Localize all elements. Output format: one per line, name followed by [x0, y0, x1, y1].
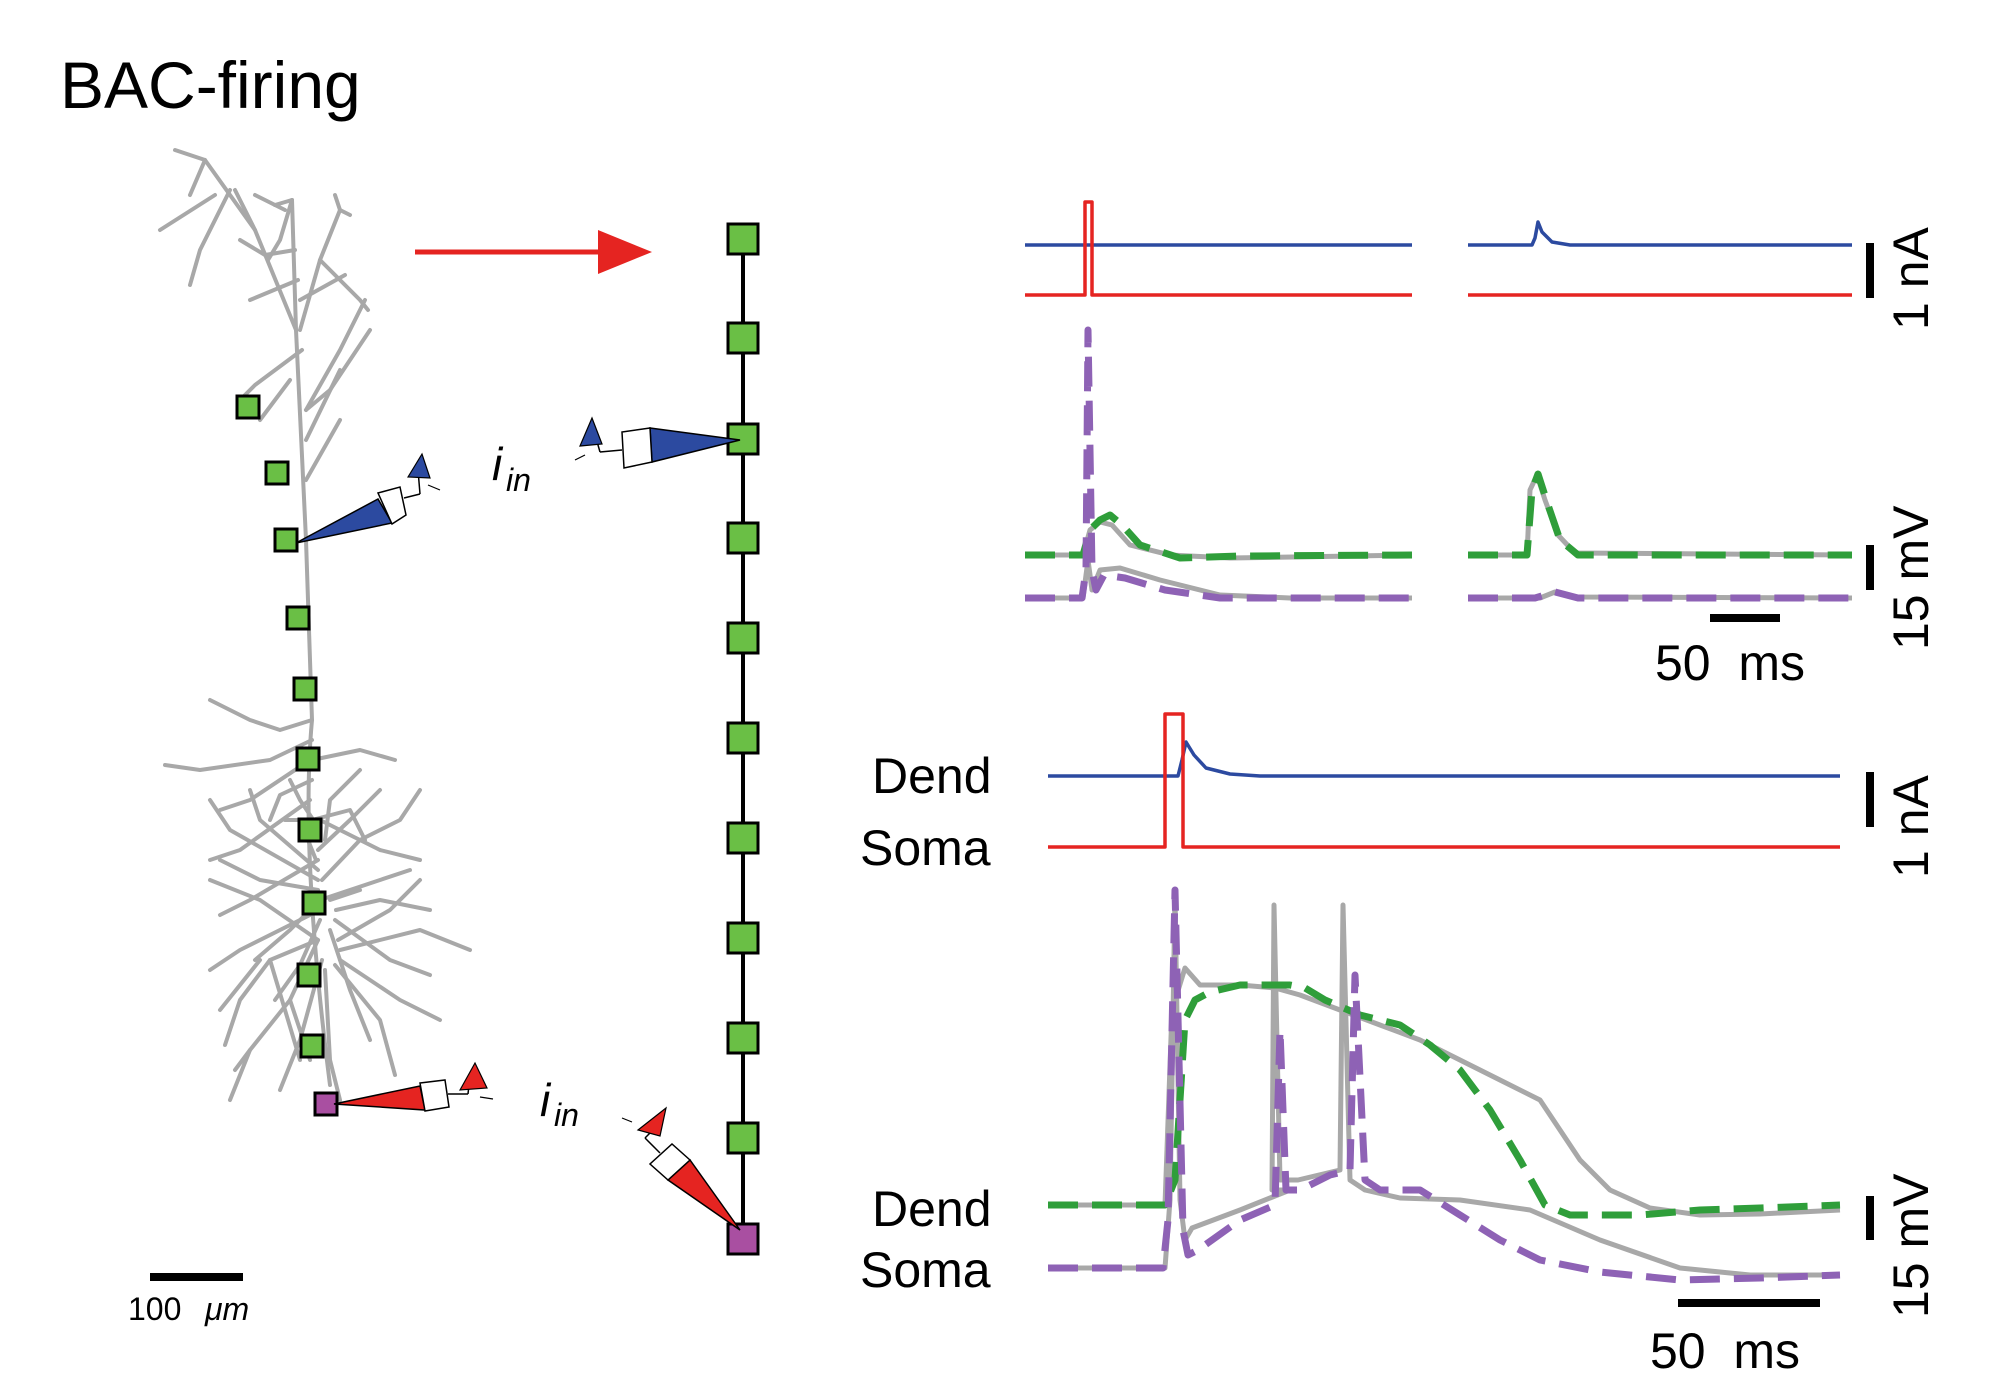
reduced-soma-voltage-left [1025, 326, 1412, 602]
soma-electrode-reduced [621, 1106, 741, 1231]
soma-compartment-marker [313, 1091, 339, 1117]
dend-current-trace-right [1468, 220, 1852, 247]
compartment-marker [297, 817, 323, 843]
soma-input-symbol: i [540, 1074, 552, 1126]
dend-input-subscript: in [506, 462, 531, 498]
dend-input-symbol: i [492, 438, 504, 490]
bottom-current-scale-bar: 1 nA [1866, 772, 1939, 878]
reduced-compartment [726, 222, 760, 256]
morphology-scale-bar: 100 μm [128, 1273, 249, 1327]
reduced-soma-compartment [726, 1222, 760, 1256]
reduced-compartment [726, 721, 760, 755]
dend-electrode-morph [295, 452, 441, 544]
bottom-time-scale-label: 50 ms [1650, 1323, 1800, 1379]
reduced-compartment [726, 1021, 760, 1055]
compartment-marker [235, 394, 261, 420]
compartment-marker [296, 962, 322, 988]
reduced-compartment [726, 321, 760, 355]
reduced-model [726, 222, 760, 1256]
bottom-soma-current-label: Soma [860, 820, 991, 876]
bottom-soma-current-trace [1048, 712, 1840, 849]
bottom-traces-panel: Dend Soma Dend Soma [860, 712, 1841, 1298]
morphology-compartments [235, 394, 339, 1117]
top-current-scale-label: 1 nA [1883, 226, 1939, 330]
bottom-dend-current-label: Dend [872, 748, 992, 804]
reduction-arrow [415, 230, 652, 274]
compartment-marker [299, 1033, 325, 1059]
reduced-compartment [726, 521, 760, 555]
top-voltage-scale-bar: 15 mV [1866, 505, 1939, 650]
dend-electrode-reduced [574, 416, 741, 469]
top-traces-panel [1025, 200, 1853, 602]
compartment-marker [292, 676, 318, 702]
compartment-marker [273, 527, 299, 553]
reduced-compartment [726, 921, 760, 955]
full-model-soma-voltage-bottom [1048, 892, 1840, 1278]
soma-input-subscript: in [554, 1097, 579, 1133]
dend-input-label: i in [492, 438, 531, 498]
bottom-voltage-scale-bar: 15 mV [1866, 1173, 1939, 1318]
scale-value: 100 [128, 1291, 181, 1327]
neuron-morphology [158, 148, 472, 1102]
compartment-marker [264, 460, 290, 486]
soma-input-label: i in [540, 1074, 579, 1133]
compartment-marker [295, 746, 321, 772]
reduced-dend-voltage-right [1468, 470, 1852, 559]
apical-trunk [290, 198, 332, 1087]
soma-electrode-morph [333, 1061, 494, 1112]
top-time-scale-bar: 50 ms [1655, 614, 1805, 691]
bottom-dend-current-trace [1048, 740, 1840, 778]
reduced-soma-voltage-bottom [1048, 886, 1841, 1284]
figure-title: BAC-firing [60, 48, 361, 122]
reduced-compartment [726, 1121, 760, 1155]
bottom-dend-voltage-label: Dend [872, 1181, 992, 1237]
reduced-compartment [726, 821, 760, 855]
bottom-voltage-scale-label: 15 mV [1883, 1173, 1939, 1318]
reduced-compartment [726, 621, 760, 655]
scale-unit: μm [204, 1291, 249, 1327]
top-current-scale-bar: 1 nA [1866, 226, 1939, 330]
bottom-time-scale-bar: 50 ms [1650, 1299, 1820, 1379]
soma-current-trace-left [1025, 200, 1412, 297]
bottom-current-scale-label: 1 nA [1883, 774, 1939, 878]
bottom-soma-voltage-label: Soma [860, 1242, 991, 1298]
compartment-marker [285, 605, 311, 631]
top-time-scale-label: 50 ms [1655, 635, 1805, 691]
compartment-marker [301, 890, 327, 916]
reduced-soma-voltage-right [1468, 588, 1852, 602]
top-voltage-scale-label: 15 mV [1883, 505, 1939, 650]
full-model-dend-voltage-bottom [1048, 965, 1841, 1218]
